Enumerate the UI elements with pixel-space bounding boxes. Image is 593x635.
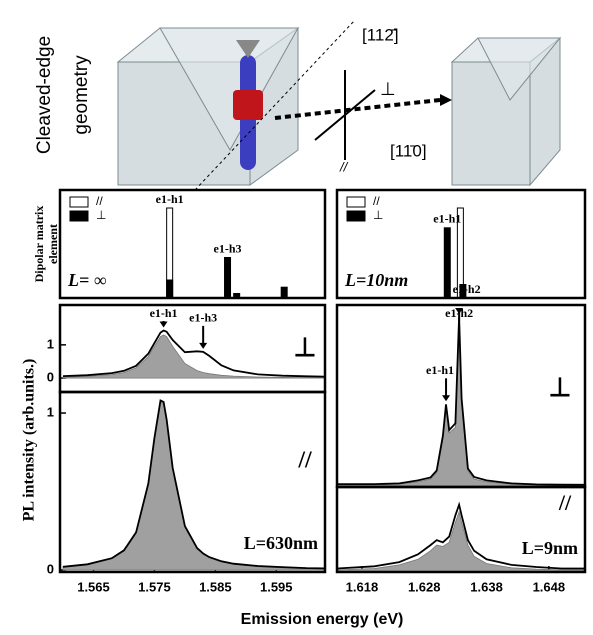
bar [224,257,232,299]
legend-swatch [69,210,89,222]
x-tick-label: 1.585 [199,579,232,594]
direction-1-10 [274,98,441,120]
direction-label: // [339,159,349,174]
panel-sublabel: L=9nm [522,538,578,558]
x-tick-label: 1.618 [346,579,379,594]
geometry-diagram [116,27,562,187]
pyramid [159,27,299,152]
polarization-par [314,89,376,141]
panel-label: // [558,490,572,515]
annotation: e1-h3 [214,241,242,255]
y-tick-label: 0 [47,369,54,384]
annotation-arrowhead [455,307,464,314]
annotation: e1-h3 [189,311,217,325]
legend-label: // [96,194,103,208]
fit-area [336,320,586,488]
annotation-arrowhead [159,321,168,328]
fit-area [336,510,586,573]
annotation-arrowhead [199,342,208,349]
x-tick-label: 1.628 [408,579,441,594]
quantum-dot [233,90,263,120]
legend-label: ⊥ [96,208,106,222]
legend-swatch [346,196,366,208]
panel-frame [58,188,327,300]
panel-label: L= ∞ [67,270,107,290]
annotation: e1-h1 [156,192,184,206]
panel-label: ⊥ [294,333,317,362]
y-tick-label: 1 [47,336,54,351]
panel-frame [335,188,587,300]
direction-label: [11̄0] [390,141,427,160]
x-tick-label: 1.575 [138,579,171,594]
annotation: e1-h1 [150,306,178,320]
panel-label: ⊥ [549,373,572,402]
x-tick-label: 1.565 [77,579,110,594]
direction-label: ⊥ [380,79,396,99]
pl-line [337,316,586,486]
legend-swatch [346,210,366,222]
pl-line [62,329,326,378]
y-axis-label: Dipolar matrix [32,206,46,283]
legend-label: // [373,194,380,208]
pl-line [336,501,585,570]
arrowhead [440,94,452,106]
y-tick-label: 0 [47,561,54,576]
x-tick-label: 1.595 [260,579,293,594]
panel-label: L=10nm [344,270,408,290]
y-tick-label: 1 [47,404,54,419]
pl-line [62,399,326,570]
legend-label: ⊥ [373,208,383,222]
bar [280,286,288,299]
x-axis-label: Emission energy (eV) [241,611,404,628]
bar [166,279,174,299]
annotation: e1-h2 [453,282,481,296]
diagram-label: geometry [71,55,92,135]
direction-112 [194,19,356,191]
panel-frame [335,485,587,574]
direction-label: [112̄] [362,25,399,44]
y-axis-label: element [46,224,60,264]
pyramid-2 [477,37,562,101]
annotation: e1-h1 [433,212,461,226]
annotation-arrowhead [442,395,451,402]
annotation: e1-h1 [426,363,454,377]
x-tick-label: 1.648 [533,579,566,594]
fit-area [62,334,326,379]
bar [443,227,451,299]
diagram-label: Cleaved-edge [34,36,55,154]
y-axis-label: PL intensity (arb.units.) [21,359,38,522]
x-tick-label: 1.638 [470,579,503,594]
panel-label: // [297,448,312,474]
panel-sublabel: L=630nm [244,533,318,553]
tip [236,40,260,58]
panel-frame [58,390,327,574]
legend-swatch [69,196,89,208]
